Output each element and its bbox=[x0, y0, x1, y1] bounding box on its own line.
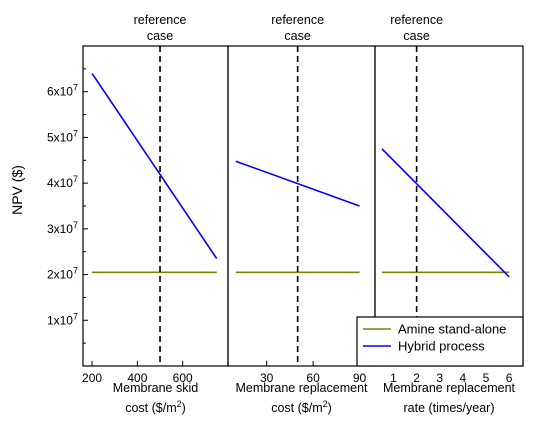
y-tick-exponent: 7 bbox=[73, 174, 78, 184]
x-tick-label: 200 bbox=[82, 371, 102, 385]
x-axis-title-superscript: 2 bbox=[323, 399, 328, 409]
y-tick-exponent: 7 bbox=[73, 311, 78, 321]
y-tick-exponent: 7 bbox=[73, 220, 78, 230]
x-axis-title-line2-main: cost ($/m bbox=[125, 401, 176, 415]
hybrid-process-line bbox=[235, 160, 360, 207]
y-tick-mantissa: 2x10 bbox=[47, 268, 73, 282]
x-tick-label: 4 bbox=[460, 371, 467, 385]
x-tick-label: 3 bbox=[436, 371, 443, 385]
y-tick-mantissa: 1x10 bbox=[47, 313, 73, 327]
legend: Amine stand-alone Hybrid process bbox=[356, 316, 524, 367]
x-tick-label: 1 bbox=[390, 371, 397, 385]
reference-label-line2: case bbox=[403, 29, 429, 43]
x-axis-title-line2-main: rate (times/year) bbox=[404, 401, 495, 415]
x-axis-title-line2-end: ) bbox=[328, 401, 332, 415]
x-tick-label: 60 bbox=[306, 371, 320, 385]
x-axis-title-line2-end: ) bbox=[182, 401, 186, 415]
x-tick-label: 90 bbox=[353, 371, 367, 385]
reference-label-line1: reference bbox=[271, 13, 324, 27]
reference-label-line2: case bbox=[284, 29, 310, 43]
y-tick-mantissa: 5x10 bbox=[47, 130, 73, 144]
reference-label-line1: reference bbox=[390, 13, 443, 27]
y-tick-label: 2x107 bbox=[47, 266, 78, 282]
panel-3: 1 2 3 4 5 6 reference case Membrane replacement r… bbox=[374, 13, 524, 415]
legend-label: Hybrid process bbox=[398, 339, 485, 354]
x-axis-title-line1: Membrane replacement bbox=[235, 381, 368, 395]
panel-2: 30 60 90 reference case Membrane replacement c… bbox=[227, 13, 376, 415]
y-tick-label: 5x107 bbox=[47, 128, 78, 144]
y-tick-mantissa: 3x10 bbox=[47, 222, 73, 236]
hybrid-process-line bbox=[91, 72, 218, 260]
y-tick-label: 6x107 bbox=[47, 83, 78, 99]
y-tick-exponent: 7 bbox=[73, 128, 78, 138]
x-tick-label: 600 bbox=[173, 371, 193, 385]
reference-label-line1: reference bbox=[134, 13, 187, 27]
panel-frame bbox=[82, 45, 229, 367]
reference-label-line2: case bbox=[147, 29, 173, 43]
y-tick-exponent: 7 bbox=[73, 266, 78, 276]
x-axis-title-superscript: 2 bbox=[177, 399, 182, 409]
x-tick-label: 400 bbox=[127, 371, 147, 385]
x-tick-label: 6 bbox=[506, 371, 513, 385]
hybrid-process-line bbox=[381, 148, 510, 278]
y-tick-label: 1x107 bbox=[47, 311, 78, 327]
panel-frame bbox=[227, 45, 376, 367]
y-tick-mantissa: 4x10 bbox=[47, 176, 73, 190]
x-tick-label: 30 bbox=[260, 371, 274, 385]
x-axis-title-line1: Membrane replacement bbox=[383, 381, 516, 395]
y-tick-mantissa: 6x10 bbox=[47, 85, 73, 99]
legend-box bbox=[356, 316, 524, 367]
x-axis-title-line2: cost ($/m2) bbox=[125, 399, 186, 415]
y-tick-label: 3x107 bbox=[47, 220, 78, 236]
x-tick-label: 2 bbox=[413, 371, 420, 385]
y-axis-title: NPV ($) bbox=[9, 165, 25, 215]
x-axis-title-line2: cost ($/m2) bbox=[271, 399, 332, 415]
x-axis-title-line1: Membrane skid bbox=[113, 381, 198, 395]
y-tick-label: 4x107 bbox=[47, 174, 78, 190]
panel-1: 200 400 600 reference case Membrane skid cost … bbox=[82, 13, 229, 415]
legend-label: Amine stand-alone bbox=[398, 322, 506, 337]
x-tick-label: 5 bbox=[483, 371, 490, 385]
panels: 200 400 600 reference case Membrane skid cost … bbox=[82, 13, 524, 415]
x-axis-title-line2: rate (times/year) bbox=[404, 401, 495, 415]
x-axis-title-line2-main: cost ($/m bbox=[271, 401, 322, 415]
y-tick-exponent: 7 bbox=[73, 83, 78, 93]
